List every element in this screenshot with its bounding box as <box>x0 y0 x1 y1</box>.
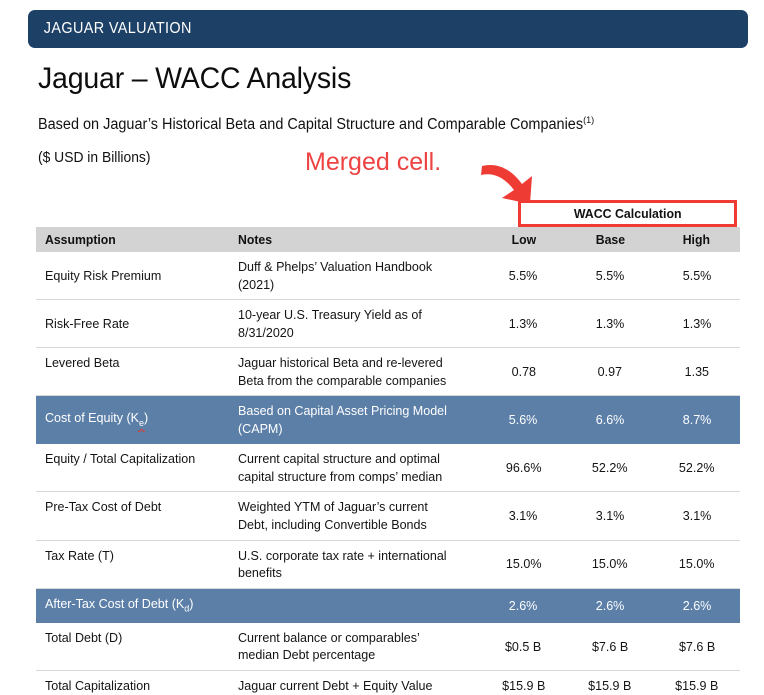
cell-low: 96.6% <box>505 460 542 476</box>
column-header-low: Low <box>511 232 536 247</box>
cell-high: $15.9 B <box>675 678 719 694</box>
column-header-base: Base <box>595 232 625 247</box>
cell-low: 2.6% <box>509 597 538 613</box>
cell-base: 2.6% <box>595 597 625 613</box>
cell-high: 15.0% <box>678 556 715 572</box>
cell-base: 0.97 <box>597 363 623 379</box>
cell-low: 15.0% <box>505 556 542 572</box>
cell-high: 2.6% <box>682 597 711 613</box>
table-row: Risk-Free Rate 10-year U.S. Treasury Yiel… <box>36 300 740 348</box>
table-row: Total Debt (D) Current balance or compara… <box>36 622 740 671</box>
cell-base: 15.0% <box>592 556 628 572</box>
cell-high: 8.7% <box>682 412 711 428</box>
merged-header-cell: WACC Calculation <box>518 200 737 227</box>
units-note: ($ USD in Billions) <box>38 150 151 166</box>
cell-high: 1.35 <box>684 363 709 379</box>
cell-low: 5.6% <box>509 412 538 428</box>
cell-high: 3.1% <box>682 508 711 524</box>
annotation-label: Merged cell. <box>305 148 442 176</box>
cell-notes: Current balance or comparables’ median D… <box>238 629 420 663</box>
table-row: Levered Beta Jaguar historical Beta and r… <box>36 348 740 396</box>
table-body: Equity Risk Premium Duff & Phelps’ Valuat… <box>36 252 740 695</box>
cell-high: 1.3% <box>682 315 711 331</box>
page-subtitle-text: Based on Jaguar’s Historical Beta and Ca… <box>38 116 584 134</box>
cell-assumption: Total Capitalization <box>45 678 151 694</box>
table-header-row: Assumption Notes Low Base High <box>36 227 740 252</box>
annotation-arrow-icon <box>478 160 542 210</box>
column-header-assumption: Assumption <box>45 232 116 247</box>
cell-base: $15.9 B <box>588 678 632 694</box>
cell-notes: Based on Capital Asset Pricing Model (CA… <box>238 403 447 436</box>
cell-assumption: Total Debt (D) <box>45 629 123 645</box>
table-row: Total Capitalization Jaguar current Debt … <box>36 671 740 695</box>
banner-title: JAGUAR VALUATION <box>43 20 192 37</box>
cell-low: $0.5 B <box>505 638 542 654</box>
table-row: Cost of Equity (Ke) Based on Capital Asse… <box>36 395 740 444</box>
cell-low: 1.3% <box>509 315 538 331</box>
table-row: Tax Rate (T) U.S. corporate tax rate + in… <box>36 540 740 589</box>
cell-low: 0.78 <box>511 363 536 379</box>
cell-base: $7.6 B <box>591 638 629 654</box>
table-row: Equity Risk Premium Duff & Phelps’ Valuat… <box>36 252 740 300</box>
cell-assumption: Risk-Free Rate <box>45 315 130 331</box>
cell-high: 52.2% <box>678 460 715 476</box>
cell-assumption: Pre-Tax Cost of Debt <box>45 499 162 515</box>
cell-assumption: After-Tax Cost of Debt (Kd) <box>45 595 194 615</box>
cell-notes: Current capital structure and optimal ca… <box>238 451 443 484</box>
cell-assumption: Cost of Equity (Ke) <box>45 410 149 429</box>
table-row: After-Tax Cost of Debt (Kd) 2.6% 2.6% 2.6% <box>36 588 740 623</box>
cell-low: 5.5% <box>509 267 538 283</box>
footnote-marker: (1) <box>583 115 595 126</box>
cell-base: 3.1% <box>595 508 625 524</box>
cell-high: $7.6 B <box>678 638 715 654</box>
cell-notes: Weighted YTM of Jaguar’s current Debt, i… <box>238 499 428 533</box>
cell-high: 5.5% <box>682 267 711 283</box>
slide-banner: JAGUAR VALUATION <box>28 10 748 48</box>
table-row: Equity / Total Capitalization Current cap… <box>36 444 740 492</box>
cell-assumption: Equity Risk Premium <box>45 267 162 283</box>
cell-base: 52.2% <box>592 460 628 476</box>
cell-base: 5.5% <box>595 267 625 283</box>
page-title: Jaguar – WACC Analysis <box>38 62 352 95</box>
table-head: Assumption Notes Low Base High <box>36 227 740 252</box>
table-row: Pre-Tax Cost of Debt Weighted YTM of Jagu… <box>36 492 740 541</box>
cell-assumption: Levered Beta <box>45 355 120 371</box>
cell-notes: 10-year U.S. Treasury Yield as of 8/31/2… <box>238 307 422 340</box>
cell-notes: Jaguar current Debt + Equity Value <box>238 678 433 694</box>
cell-notes: U.S. corporate tax rate + international … <box>238 547 447 581</box>
cell-notes: Jaguar historical Beta and re-levered Be… <box>238 355 447 388</box>
cell-base: 1.3% <box>595 315 625 331</box>
cell-base: 6.6% <box>595 412 625 428</box>
cell-low: 3.1% <box>509 508 538 524</box>
cell-assumption: Equity / Total Capitalization <box>45 451 196 467</box>
page-subtitle: Based on Jaguar’s Historical Beta and Ca… <box>38 115 594 134</box>
cell-notes <box>228 588 480 622</box>
cell-notes: Duff & Phelps’ Valuation Handbook (2021) <box>238 259 433 292</box>
merged-header-label: WACC Calculation <box>573 206 682 221</box>
cell-low: $15.9 B <box>501 678 546 694</box>
column-header-notes: Notes <box>238 232 273 247</box>
cell-assumption: Tax Rate (T) <box>45 547 114 563</box>
wacc-assumptions-table: Assumption Notes Low Base High Equity Ri… <box>36 227 740 695</box>
column-header-high: High <box>683 232 711 247</box>
